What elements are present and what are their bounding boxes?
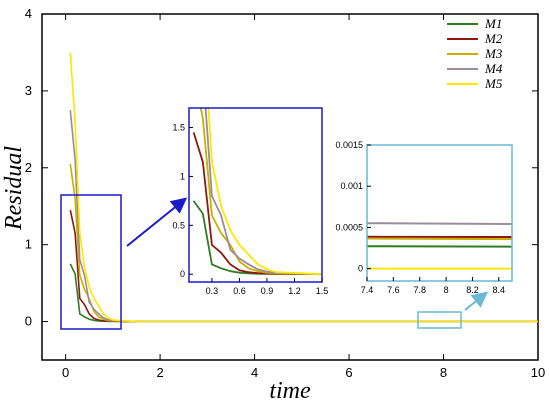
inset-2-y-tick-label: 0.0015	[335, 140, 363, 150]
inset-1-y-tick-label: 1	[180, 171, 185, 181]
y-tick-label: 2	[25, 160, 32, 175]
inset-2-x-tick-label: 8.2	[466, 285, 479, 295]
inset-1-x-tick-label: 0.6	[233, 286, 246, 296]
inset-1-x-tick-label: 1.5	[316, 286, 329, 296]
x-tick-label: 2	[156, 365, 163, 380]
y-axis-title: Residual	[1, 146, 27, 231]
inset-2-x-tick-label: 7.4	[361, 285, 374, 295]
x-tick-label: 4	[251, 365, 258, 380]
y-tick-label: 4	[25, 6, 32, 21]
zoom-arrow-late	[464, 291, 489, 311]
x-tick-label: 8	[440, 365, 447, 380]
inset-2-y-tick-label: 0.001	[340, 181, 363, 191]
inset-1-series-line-m5	[207, 108, 322, 276]
y-tick-label: 3	[25, 83, 32, 98]
inset-1-y-tick-label: 1.5	[172, 123, 185, 133]
zoom-box-early	[60, 194, 122, 330]
legend-label-m3: M3	[484, 46, 503, 61]
y-tick-label: 1	[25, 237, 32, 252]
inset-1-y-tick-label: 0.5	[172, 220, 185, 230]
inset-2-x-tick-label: 7.8	[413, 285, 426, 295]
legend-label-m4: M4	[484, 61, 503, 76]
inset-1-y-tick-label: 0	[180, 269, 185, 279]
series-line-m5	[69, 52, 538, 323]
x-axis-title: time	[269, 378, 311, 404]
y-tick-label: 0	[25, 314, 32, 329]
inset-2-x-tick-label: 7.6	[387, 285, 400, 295]
inset-2-x-tick-label: 8	[444, 285, 449, 295]
legend-label-m5: M5	[484, 76, 503, 91]
inset-1-x-tick-label: 0.9	[261, 286, 274, 296]
x-tick-label: 10	[531, 365, 545, 380]
inset-1-x-tick-label: 1.2	[288, 286, 301, 296]
main-plot-frame	[41, 13, 539, 361]
inset-2-x-tick-label: 8.4	[493, 285, 506, 295]
zoom-arrow-early	[126, 197, 188, 247]
x-tick-label: 6	[345, 365, 352, 380]
inset-early-background	[189, 108, 322, 282]
legend-label-m2: M2	[484, 31, 503, 46]
inset-2-y-tick-label: 0.0005	[335, 222, 363, 232]
inset-2-y-tick-label: 0	[358, 264, 363, 274]
zoom-box-late	[417, 311, 462, 329]
legend-label-m1: M1	[484, 16, 502, 31]
inset-1-x-tick-label: 0.3	[206, 286, 219, 296]
x-tick-label: 0	[62, 365, 69, 380]
inset-early-frame	[188, 107, 323, 283]
inset-late-background	[367, 145, 512, 281]
inset-late-frame	[366, 144, 513, 282]
